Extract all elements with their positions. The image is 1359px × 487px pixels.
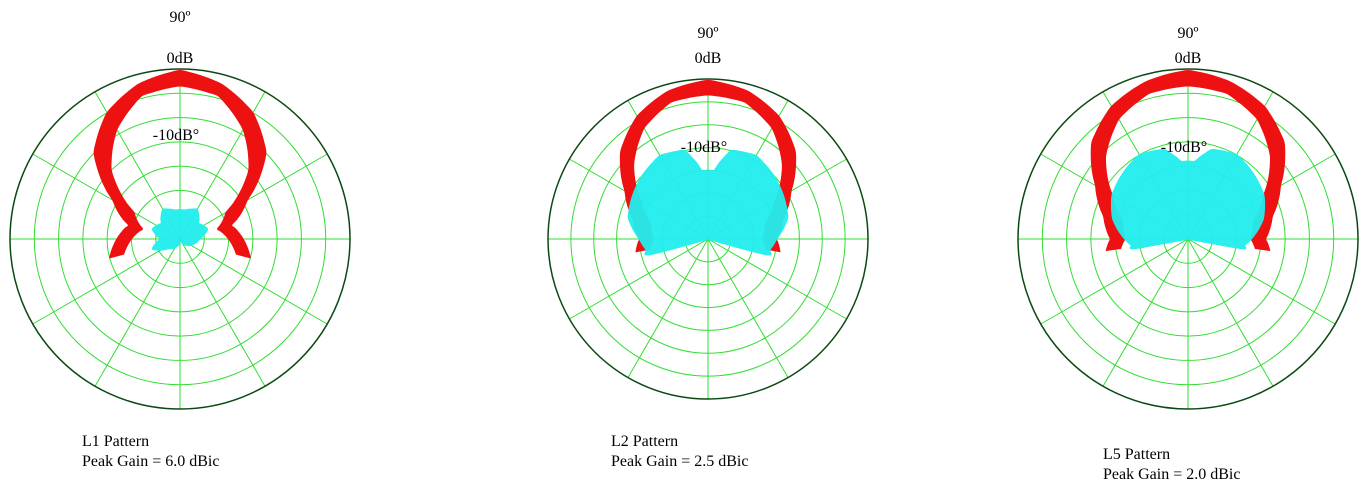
pattern-data — [1090, 69, 1286, 251]
grid-spoke — [179, 238, 266, 387]
grid-spoke — [707, 238, 789, 378]
caption-peak-gain: Peak Gain = 2.5 dBic — [611, 453, 748, 470]
zero-db-label: 0dB — [1175, 50, 1202, 67]
ring-db-label: -10dB° — [153, 127, 199, 144]
caption-pattern-name: L1 Pattern — [82, 433, 149, 450]
grid-spoke — [179, 153, 328, 240]
grid-spoke — [32, 153, 181, 240]
crosspol-lobe — [1110, 149, 1266, 250]
polar-chart-l2: 90º 0dB -10dB° L2 Pattern Peak Gain = 2.… — [547, 25, 869, 470]
grid-spoke — [32, 238, 181, 325]
caption-peak-gain: Peak Gain = 6.0 dBic — [82, 453, 219, 470]
grid-spoke — [94, 238, 181, 387]
polar-chart-l5: 90º 0dB -10dB° L5 Pattern Peak Gain = 2.… — [1017, 25, 1359, 483]
ring-db-label: -10dB° — [681, 139, 727, 156]
grid-spoke — [1040, 238, 1189, 325]
pattern-data — [93, 69, 267, 259]
grid-spoke — [179, 238, 328, 325]
zero-db-label: 0dB — [695, 50, 722, 67]
copol-band — [1090, 69, 1286, 251]
copol-band — [93, 69, 267, 259]
pattern-data — [619, 79, 797, 256]
grid-spoke — [1187, 238, 1336, 325]
grid-spoke — [1187, 238, 1274, 387]
polar-chart-l1: 90º 0dB -10dB° L1 Pattern Peak Gain = 6.… — [9, 9, 351, 470]
outer-circle — [1017, 68, 1359, 410]
crosspol-lobe — [627, 149, 789, 256]
outer-circle — [547, 78, 869, 400]
outer-circle — [9, 68, 351, 410]
crosspol-lobe — [151, 208, 209, 251]
top-angle-label: 90º — [698, 25, 719, 42]
grid-spoke — [627, 238, 709, 378]
top-angle-label: 90º — [170, 9, 191, 26]
caption-pattern-name: L5 Pattern — [1103, 446, 1170, 463]
ring-db-label: -10dB° — [1161, 139, 1207, 156]
grid-spoke — [569, 238, 709, 320]
grid-spoke — [1102, 238, 1189, 387]
grid-spoke — [707, 238, 847, 320]
zero-db-label: 0dB — [167, 50, 194, 67]
caption-peak-gain: Peak Gain = 2.0 dBic — [1103, 466, 1240, 483]
caption-pattern-name: L2 Pattern — [611, 433, 678, 450]
top-angle-label: 90º — [1178, 25, 1199, 42]
